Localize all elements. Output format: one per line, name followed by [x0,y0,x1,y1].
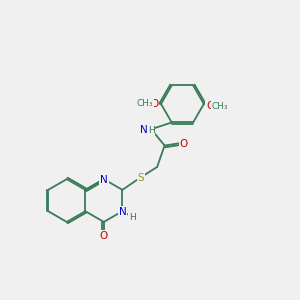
Text: O: O [150,99,159,109]
Text: O: O [180,139,188,148]
Text: O: O [206,100,214,110]
Text: N: N [100,175,108,185]
Text: CH₃: CH₃ [136,99,153,108]
Text: H: H [129,213,136,222]
Text: N: N [140,125,148,135]
Text: S: S [137,173,144,183]
Text: N: N [118,207,126,217]
Text: CH₃: CH₃ [212,102,228,111]
Text: H: H [148,126,154,135]
Text: O: O [100,231,108,241]
